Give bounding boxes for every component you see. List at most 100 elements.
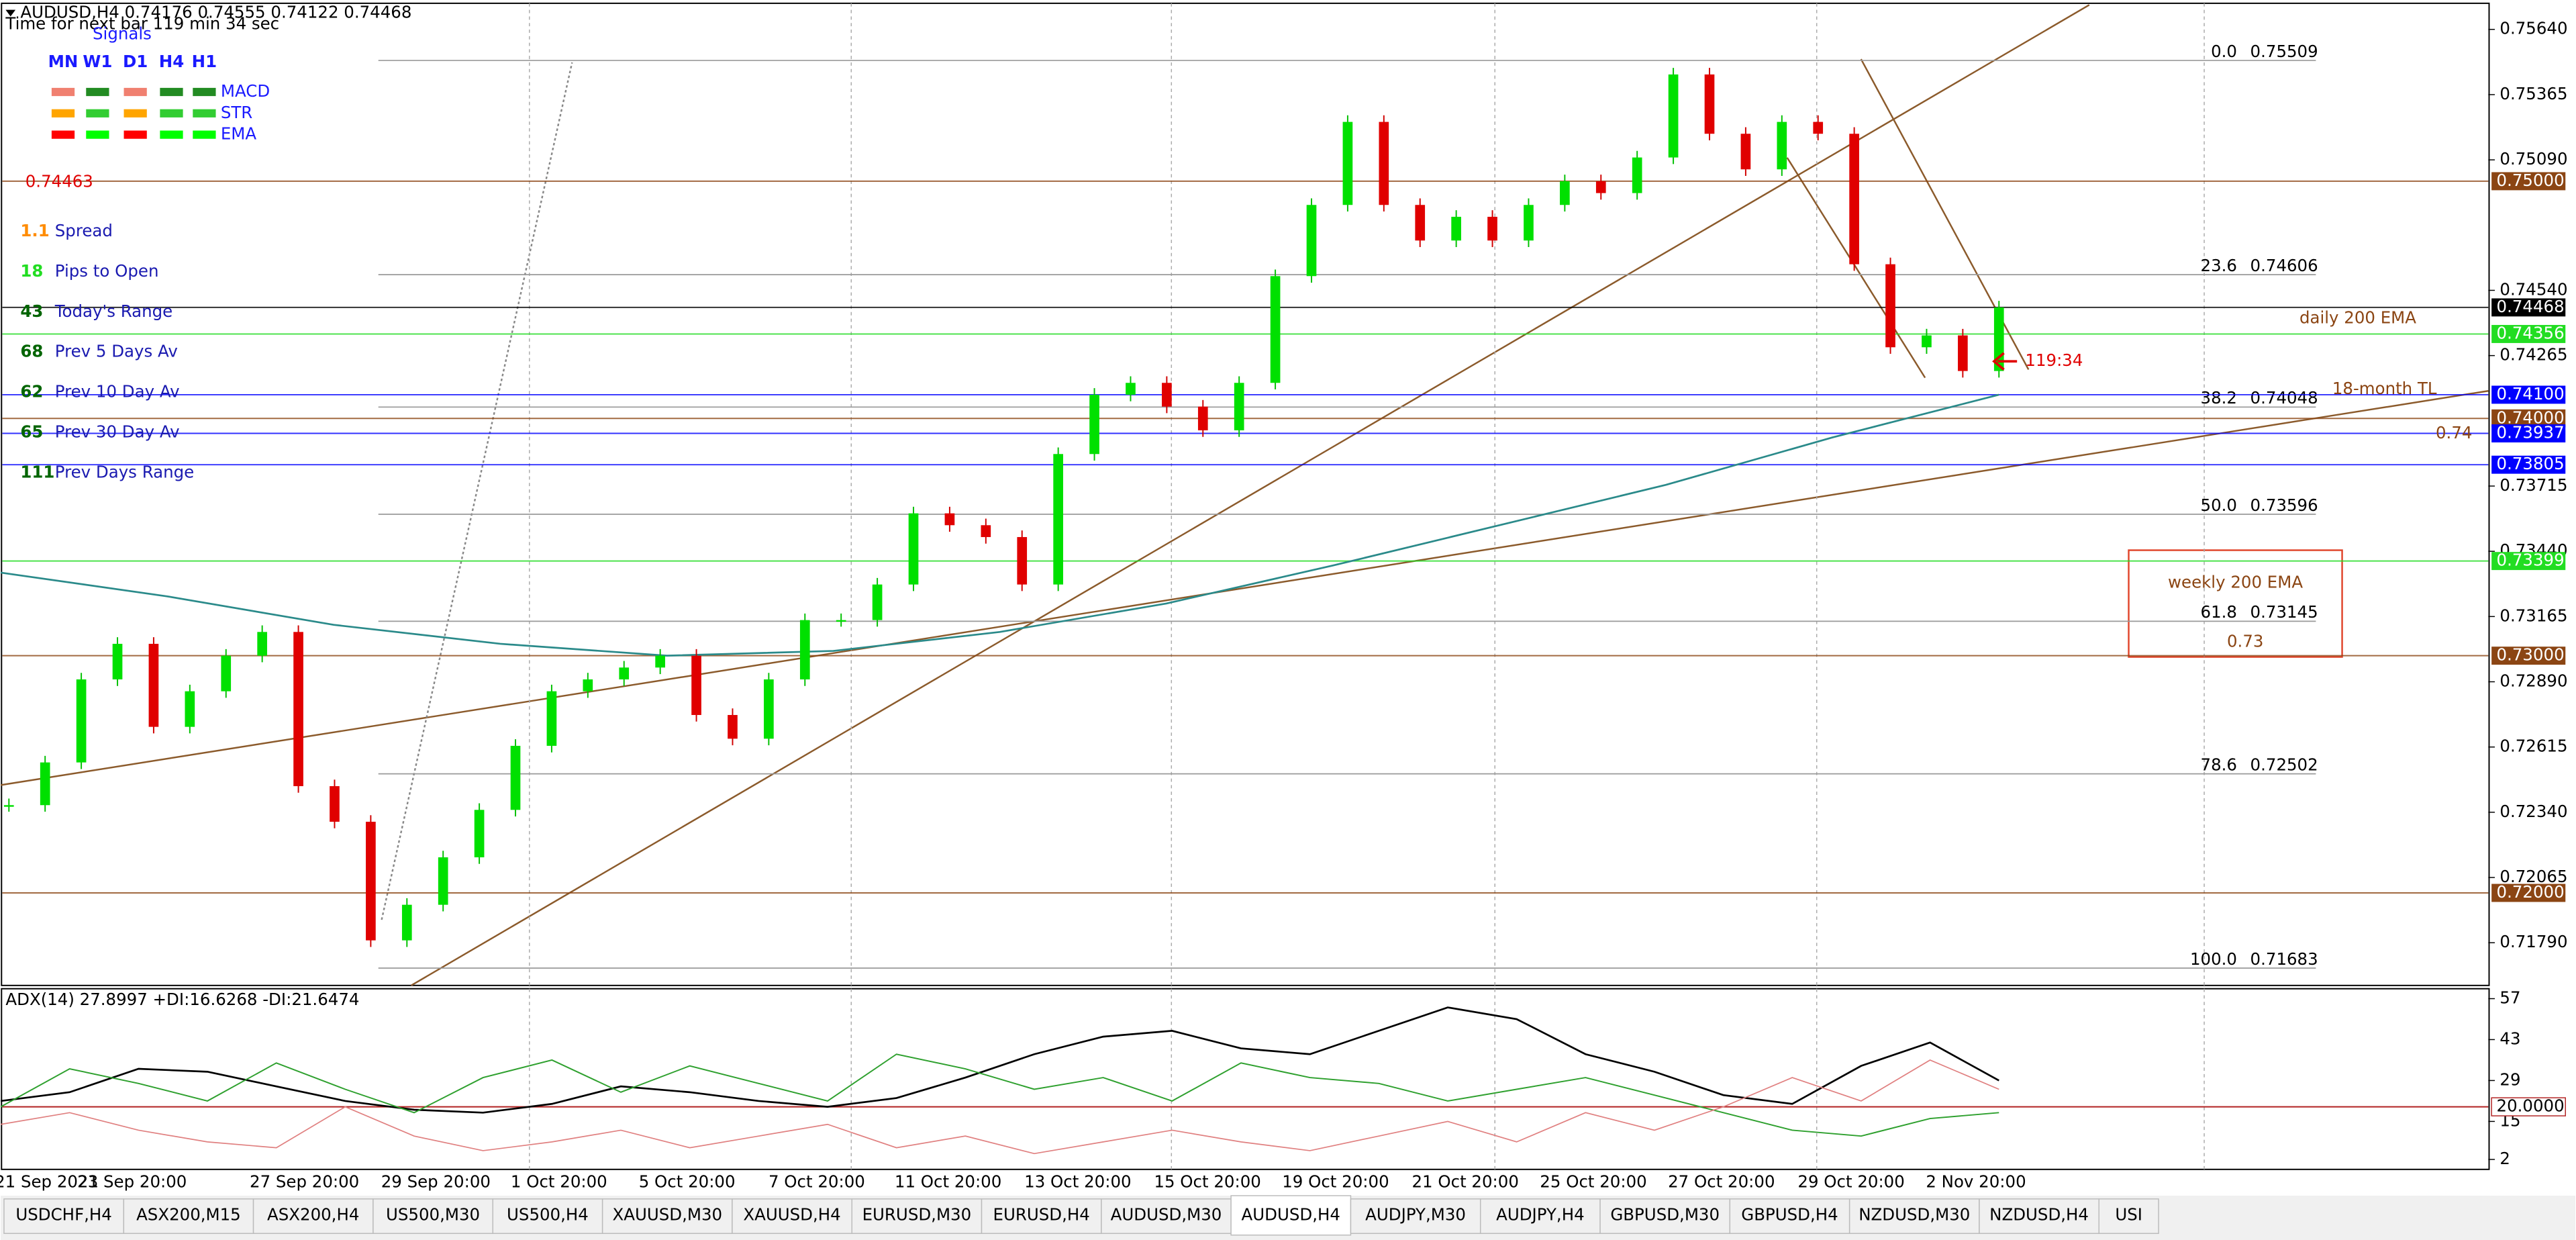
- tab[interactable]: [3, 1198, 125, 1234]
- candle: [764, 679, 774, 739]
- candle: [872, 584, 883, 620]
- tab-label[interactable]: ASX200,H4: [267, 1204, 359, 1224]
- fib-ratio: 61.8: [2201, 602, 2237, 622]
- tab-label[interactable]: USDCHF,H4: [15, 1204, 112, 1224]
- tab-label[interactable]: US500,M30: [386, 1204, 480, 1224]
- candle: [619, 667, 630, 679]
- x-tick-label: 1 Oct 20:00: [511, 1172, 607, 1191]
- x-tick-label: 2 Nov 20:00: [1926, 1172, 2026, 1191]
- candle: [330, 785, 340, 822]
- tab[interactable]: [732, 1198, 852, 1234]
- level-box: [2491, 884, 2566, 902]
- adx-frame: [1, 988, 2490, 1170]
- fib-ratio: 38.2: [2201, 388, 2237, 408]
- adx-line: [0, 1053, 1999, 1137]
- fib-price: 0.74048: [2250, 388, 2318, 408]
- candle: [185, 691, 195, 727]
- candle: [1306, 205, 1317, 277]
- candle: [1017, 536, 1028, 585]
- candle: [799, 620, 810, 679]
- fib-price: 0.73596: [2250, 495, 2318, 515]
- tab-label[interactable]: AUDUSD,H4: [1242, 1204, 1340, 1224]
- x-tick-label: 19 Oct 20:00: [1282, 1172, 1389, 1191]
- ema-200: [0, 393, 1999, 657]
- tab-label[interactable]: NZDUSD,M30: [1859, 1204, 1970, 1224]
- stat-label: Prev 10 Day Av: [55, 382, 180, 401]
- candle: [1162, 383, 1172, 407]
- tab[interactable]: [1729, 1198, 1850, 1234]
- tab[interactable]: [1101, 1198, 1232, 1234]
- signal-column: H1: [192, 52, 217, 71]
- tab-label[interactable]: US500,H4: [507, 1204, 589, 1224]
- tab[interactable]: [252, 1198, 374, 1234]
- tab[interactable]: [492, 1198, 603, 1234]
- tab-label[interactable]: AUDJPY,M30: [1365, 1204, 1466, 1224]
- adx-level-label: 20.0000: [2497, 1096, 2565, 1116]
- level-box: [2491, 455, 2566, 474]
- stat-label: Today's Range: [54, 301, 172, 321]
- x-tick-label: 27 Sep 20:00: [250, 1172, 359, 1191]
- tab-label[interactable]: XAUUSD,H4: [743, 1204, 840, 1224]
- tab[interactable]: [123, 1198, 254, 1234]
- trend-line: [411, 4, 2090, 986]
- candle: [1849, 134, 1859, 265]
- candle: [1560, 181, 1570, 205]
- tab[interactable]: [851, 1198, 983, 1234]
- candle: [293, 632, 303, 786]
- candle: [1524, 205, 1534, 241]
- tab[interactable]: [1848, 1198, 1980, 1234]
- candle: [1379, 122, 1389, 205]
- y-tick-label: 0.71790: [2499, 932, 2567, 951]
- y-tick-label: 0.75090: [2499, 149, 2567, 169]
- tab-label[interactable]: NZDUSD,H4: [1989, 1204, 2089, 1224]
- tab-label[interactable]: AUDJPY,H4: [1496, 1204, 1585, 1224]
- tab[interactable]: [1599, 1198, 1731, 1234]
- signal-dash: [123, 87, 147, 97]
- y-tick-label: 0.74265: [2499, 345, 2567, 365]
- stat-value: 111: [20, 463, 54, 482]
- tab[interactable]: [1350, 1198, 1481, 1234]
- tab-label[interactable]: XAUUSD,M30: [612, 1204, 722, 1224]
- annotation: 18-month TL: [2332, 379, 2437, 398]
- annotation: 0.74: [2436, 423, 2472, 442]
- tab[interactable]: [1230, 1195, 1352, 1236]
- x-tick-label: 7 Oct 20:00: [769, 1172, 865, 1191]
- bar-timer: Time for next bar 119 min 34 sec: [5, 14, 279, 34]
- fib-price: 0.75509: [2250, 42, 2318, 61]
- tab[interactable]: [373, 1198, 493, 1234]
- candle: [474, 810, 485, 857]
- candle: [728, 714, 738, 739]
- candle: [546, 691, 557, 746]
- candle: [1632, 157, 1642, 193]
- stat-value: 62: [20, 382, 43, 401]
- x-tick-label: 15 Oct 20:00: [1154, 1172, 1260, 1191]
- tab-label[interactable]: AUDUSD,M30: [1111, 1204, 1222, 1224]
- annotation: daily 200 EMA: [2299, 308, 2416, 328]
- tab-label[interactable]: EURUSD,M30: [862, 1204, 972, 1224]
- tab-label[interactable]: GBPUSD,M30: [1610, 1204, 1720, 1224]
- tab[interactable]: [981, 1198, 1102, 1234]
- stat-label: Prev 5 Days Av: [55, 342, 178, 361]
- tab-label[interactable]: USI: [2115, 1204, 2142, 1224]
- signal-dash: [51, 87, 75, 97]
- level-box: [2491, 172, 2566, 191]
- tab[interactable]: [2098, 1198, 2159, 1234]
- tab[interactable]: [1979, 1198, 2099, 1234]
- tab-label[interactable]: GBPUSD,H4: [1741, 1204, 1838, 1224]
- fib-price: 0.71683: [2250, 949, 2318, 969]
- candle: [1089, 394, 1099, 455]
- adx-tick-label: 57: [2499, 988, 2520, 1008]
- signal-row: MACD: [221, 81, 270, 101]
- signal-dash: [193, 87, 216, 97]
- x-tick-label: 5 Oct 20:00: [639, 1172, 736, 1191]
- x-tick-label: 27 Oct 20:00: [1668, 1172, 1775, 1191]
- fib-ratio: 23.6: [2201, 256, 2237, 275]
- signal-row: STR: [221, 103, 252, 122]
- stat-label: Prev Days Range: [55, 463, 194, 482]
- level-box: [2491, 552, 2566, 571]
- fib-ratio: 0.0: [2211, 42, 2237, 61]
- tab-label[interactable]: EURUSD,H4: [993, 1204, 1090, 1224]
- signal-dash: [160, 109, 183, 117]
- tab-label[interactable]: ASX200,M15: [136, 1204, 241, 1224]
- level-label: 0.72000: [2497, 882, 2565, 902]
